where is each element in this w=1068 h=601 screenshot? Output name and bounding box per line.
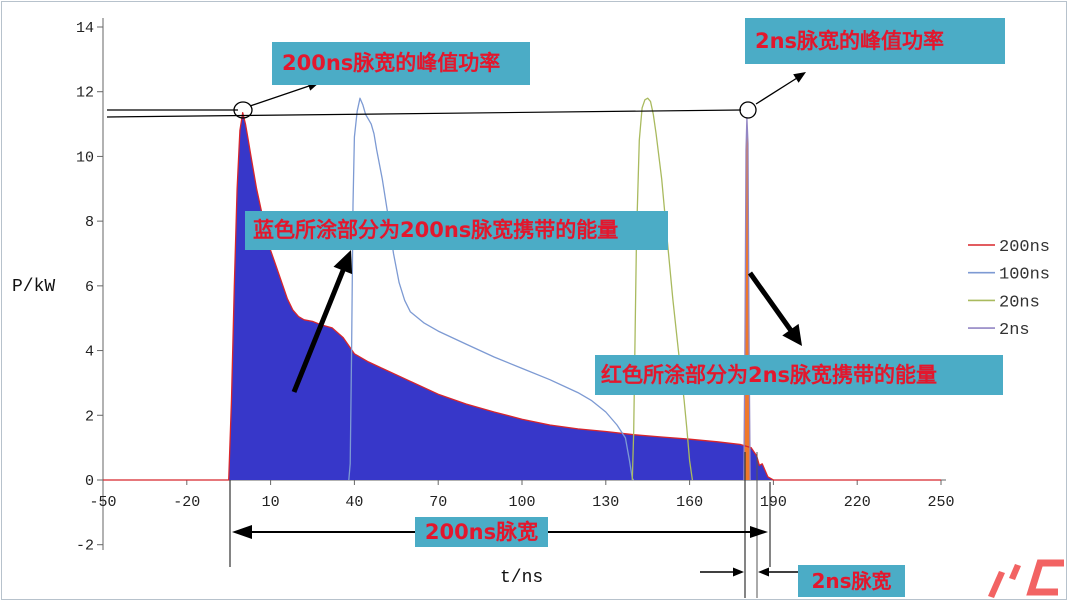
x-tick-label: -50 bbox=[89, 494, 116, 511]
y-tick-label: 0 bbox=[85, 473, 94, 490]
annotation-energy-200ns-box: 蓝色所涂部分为200ns脉宽携带的能量 bbox=[245, 211, 668, 250]
series-20ns-line bbox=[631, 97, 694, 481]
y-tick-label: 8 bbox=[85, 214, 94, 231]
y-tick-label: 6 bbox=[85, 279, 94, 296]
arrow-to-energy-2ns-label bbox=[747, 271, 802, 346]
x-tick-label: 70 bbox=[429, 494, 447, 511]
peak-marker-2ns-circle bbox=[739, 101, 757, 119]
annotation-peak-2ns-label: 2ns脉宽的峰值功率 bbox=[755, 28, 945, 53]
annotation-width-2ns-label: 2ns脉宽 bbox=[811, 569, 892, 593]
x-tick-label: 160 bbox=[676, 494, 703, 511]
x-tick-label: 100 bbox=[508, 494, 535, 511]
watermark-logo bbox=[988, 559, 1064, 598]
annotation-peak-200ns-box: 200ns脉宽的峰值功率 bbox=[272, 42, 530, 85]
annotation-peak-200ns-label: 200ns脉宽的峰值功率 bbox=[282, 51, 501, 75]
series-200ns-line bbox=[103, 112, 941, 481]
x-tick-label: 10 bbox=[262, 494, 280, 511]
annotation-width-2ns-box: 2ns脉宽 bbox=[798, 565, 905, 597]
arrow-to-peak-2ns-label bbox=[755, 72, 806, 105]
x-tick-label: 40 bbox=[345, 494, 363, 511]
legend-item-2ns: 2ns bbox=[968, 321, 1030, 340]
y-axis-label: P/kW bbox=[12, 277, 56, 297]
arrow-to-energy-200ns-label bbox=[291, 250, 353, 393]
peak-marker-200ns-circle bbox=[233, 101, 253, 119]
annotation-width-200ns-label: 200ns脉宽 bbox=[424, 519, 539, 544]
reference-line-peak-comparison bbox=[106, 109, 742, 118]
series-200ns-area bbox=[103, 112, 941, 480]
x-tick-label: 220 bbox=[844, 494, 871, 511]
y-tick-label: 2 bbox=[85, 408, 94, 425]
y-tick-label: 12 bbox=[76, 85, 94, 102]
annotation-energy-2ns-box: 红色所涂部分为2ns脉宽携带的能量 bbox=[595, 355, 1003, 395]
x-tick-label: -20 bbox=[173, 494, 200, 511]
legend-item-200ns: 200ns bbox=[968, 238, 1050, 257]
series-100ns-line bbox=[348, 97, 635, 481]
plot-marks bbox=[103, 97, 941, 481]
x-axis-label: t/ns bbox=[500, 568, 544, 588]
annotation-energy-200ns-label: 蓝色所涂部分为200ns脉宽携带的能量 bbox=[253, 218, 619, 242]
x-tick-label: 190 bbox=[760, 494, 787, 511]
y-tick-label: 4 bbox=[85, 344, 94, 361]
legend-label: 20ns bbox=[999, 293, 1040, 312]
annotation-peak-2ns-box: 2ns脉宽的峰值功率 bbox=[745, 18, 1005, 64]
annotation-width-200ns-box: 200ns脉宽 bbox=[415, 517, 548, 547]
legend: 200ns 100ns 20ns 2ns bbox=[968, 238, 1050, 340]
legend-item-100ns: 100ns bbox=[968, 266, 1050, 285]
y-tick-label: -2 bbox=[76, 538, 94, 555]
legend-item-20ns: 20ns bbox=[968, 293, 1040, 312]
y-tick-label: 10 bbox=[76, 149, 94, 166]
legend-label: 200ns bbox=[999, 238, 1050, 257]
annotation-energy-2ns-label: 红色所涂部分为2ns脉宽携带的能量 bbox=[601, 362, 938, 387]
legend-label: 2ns bbox=[999, 321, 1030, 340]
dimension-arrow-2ns-width bbox=[700, 567, 798, 577]
x-tick-label: 130 bbox=[592, 494, 619, 511]
x-tick-label: 250 bbox=[927, 494, 954, 511]
legend-label: 100ns bbox=[999, 266, 1050, 285]
y-tick-label: 14 bbox=[76, 20, 94, 37]
